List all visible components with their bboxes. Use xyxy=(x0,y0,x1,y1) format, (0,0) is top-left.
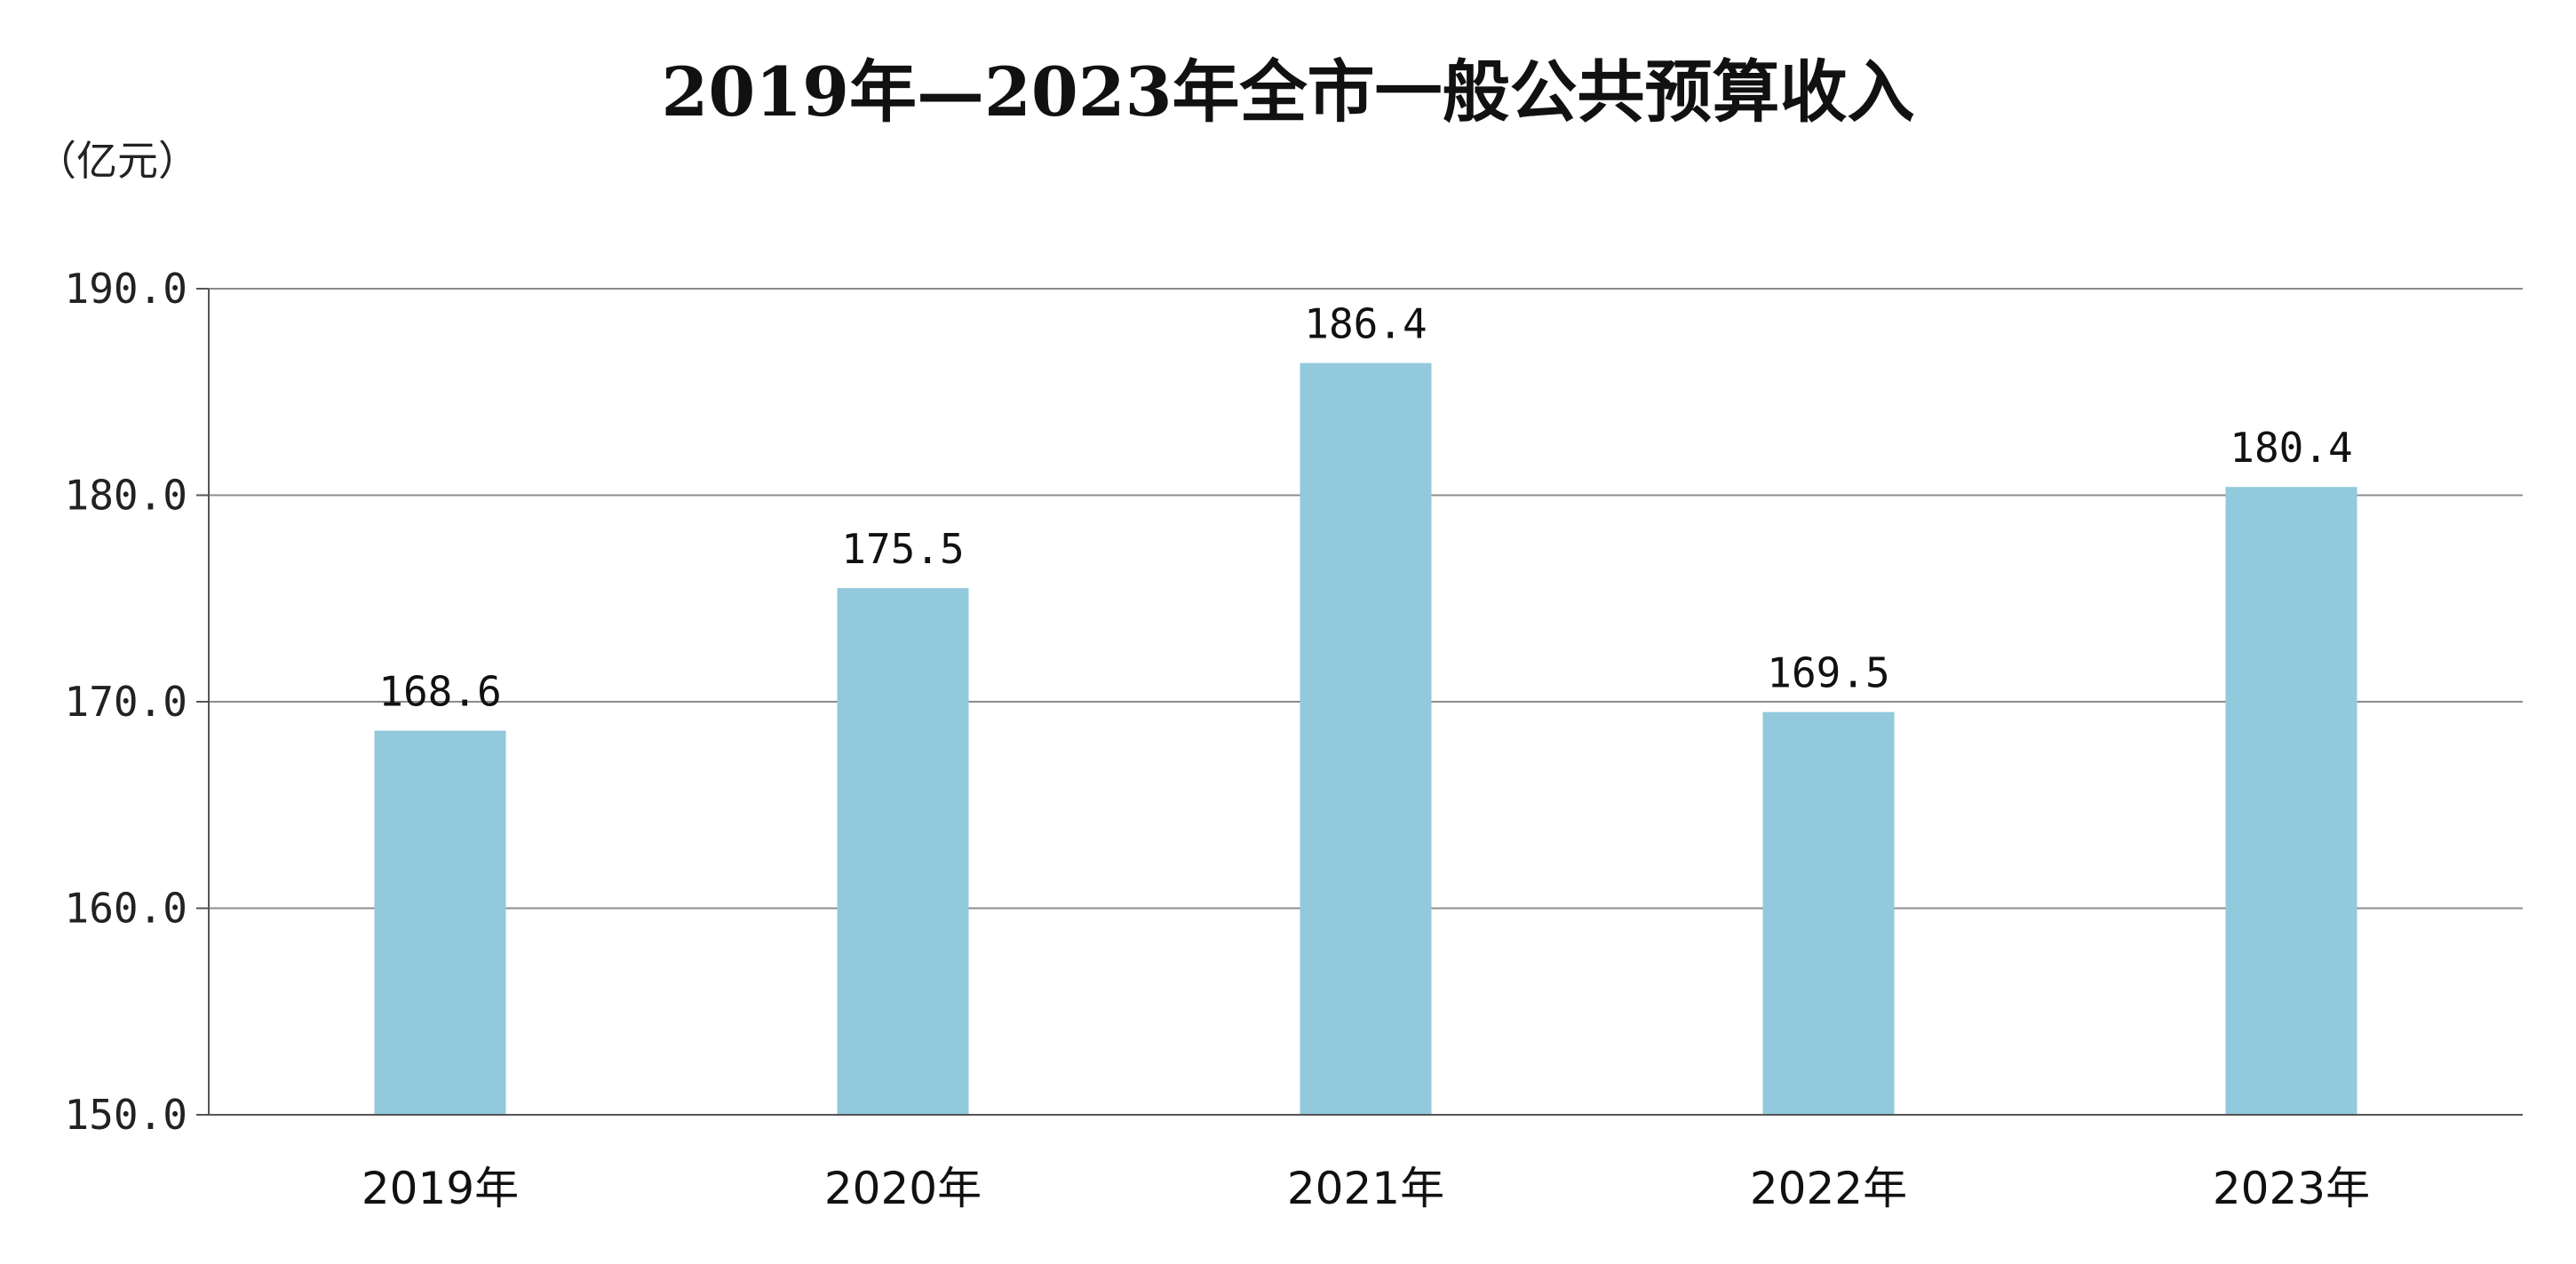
x-tick-label: 2020年 xyxy=(824,1163,982,1214)
y-tick-label: 190.0 xyxy=(65,265,187,313)
x-tick-label: 2019年 xyxy=(362,1163,519,1214)
bar xyxy=(837,588,969,1115)
data-label: 180.4 xyxy=(2230,424,2352,472)
data-label: 169.5 xyxy=(1767,649,1889,697)
data-label: 168.6 xyxy=(378,668,501,716)
y-axis-unit-label: （亿元） xyxy=(36,137,199,185)
x-axis-ticks: 2019年 2020年 2021年 2022年 2023年 xyxy=(362,1163,2370,1214)
bar xyxy=(374,730,506,1115)
y-tick-label: 180.0 xyxy=(65,472,187,520)
y-tick-label: 160.0 xyxy=(65,885,187,933)
bar xyxy=(2225,487,2357,1115)
x-tick-label: 2023年 xyxy=(2213,1163,2370,1214)
x-tick-label: 2021年 xyxy=(1287,1163,1444,1214)
data-labels: 168.6 175.5 186.4 169.5 180.4 xyxy=(378,300,2352,716)
bars xyxy=(374,362,2357,1115)
x-tick-label: 2022年 xyxy=(1750,1163,1907,1214)
y-axis-ticks: 150.0 160.0 170.0 180.0 190.0 xyxy=(65,265,187,1139)
chart-title: 2019年—2023年全市一般公共预算收入 xyxy=(661,52,1914,131)
y-tick-label: 150.0 xyxy=(65,1091,187,1139)
bar xyxy=(1300,362,1432,1115)
bar xyxy=(1762,711,1895,1115)
y-tick-label: 170.0 xyxy=(65,678,187,726)
data-label: 186.4 xyxy=(1304,300,1427,348)
data-label: 175.5 xyxy=(841,525,964,573)
